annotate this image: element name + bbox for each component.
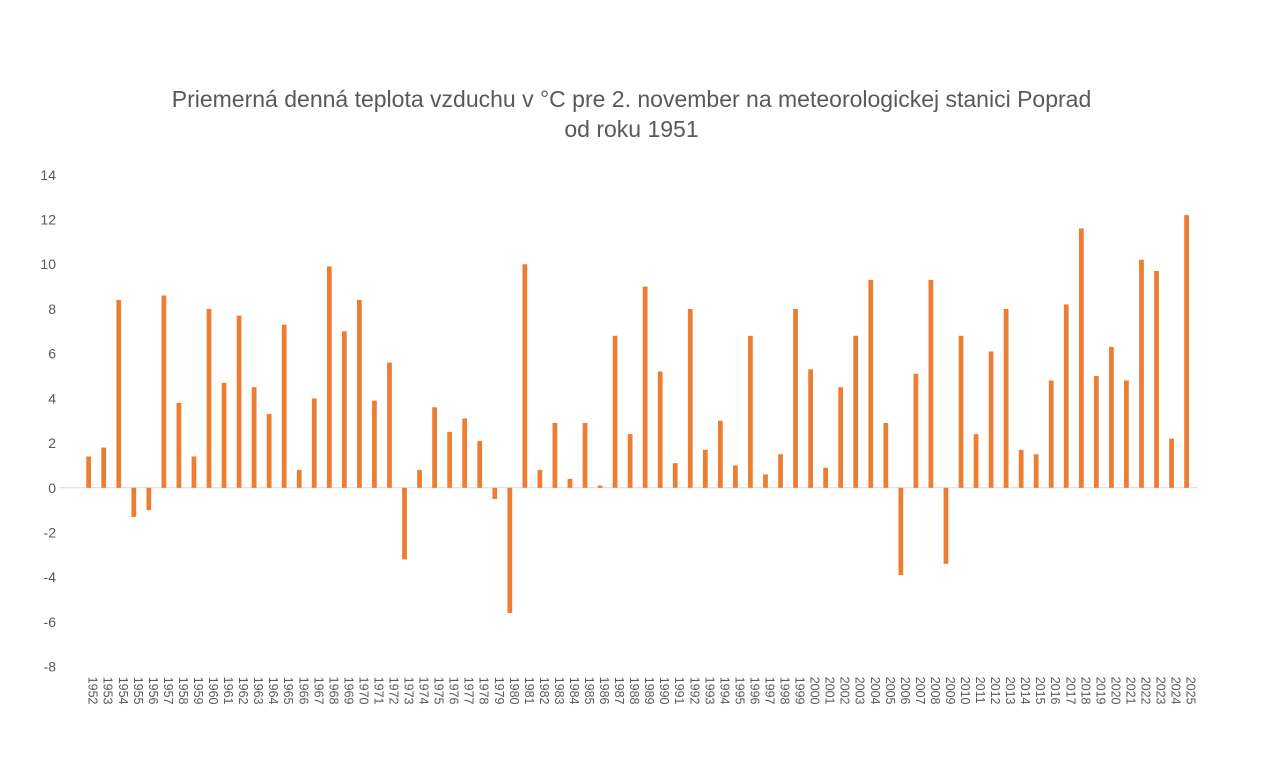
svg-text:2003: 2003 [853,677,867,705]
svg-text:1965: 1965 [281,677,295,705]
svg-text:2002: 2002 [838,677,852,705]
svg-text:2023: 2023 [1154,677,1168,705]
svg-text:1983: 1983 [552,677,566,705]
svg-text:2018: 2018 [1078,677,1092,705]
svg-text:1990: 1990 [657,677,671,705]
svg-text:1964: 1964 [266,677,280,705]
svg-text:1952: 1952 [86,677,100,705]
svg-text:2019: 2019 [1093,677,1107,705]
svg-text:1987: 1987 [612,677,626,705]
svg-text:-2: -2 [44,525,57,541]
svg-text:1953: 1953 [101,677,115,705]
svg-text:1986: 1986 [597,677,611,705]
svg-text:2: 2 [48,435,56,451]
svg-text:14: 14 [40,167,56,183]
svg-text:2020: 2020 [1108,677,1122,705]
svg-text:2016: 2016 [1048,677,1062,705]
svg-text:2012: 2012 [988,677,1002,705]
svg-text:2017: 2017 [1063,677,1077,705]
svg-text:2008: 2008 [928,677,942,705]
svg-text:1981: 1981 [522,677,536,705]
svg-text:0: 0 [48,480,56,496]
svg-text:1970: 1970 [356,677,370,705]
svg-text:2010: 2010 [958,677,972,705]
svg-text:1988: 1988 [627,677,641,705]
svg-text:1991: 1991 [672,677,686,705]
svg-text:1972: 1972 [386,677,400,705]
svg-text:2011: 2011 [973,677,987,704]
svg-text:2006: 2006 [898,677,912,705]
svg-text:1969: 1969 [341,677,355,705]
svg-text:1977: 1977 [462,677,476,705]
svg-text:2025: 2025 [1184,677,1198,705]
svg-text:1956: 1956 [146,677,160,705]
svg-text:1997: 1997 [762,677,776,705]
svg-text:2015: 2015 [1033,677,1047,705]
svg-text:1992: 1992 [687,677,701,705]
svg-text:1961: 1961 [221,677,235,705]
svg-text:1973: 1973 [402,677,416,705]
svg-text:2009: 2009 [943,677,957,705]
svg-text:1999: 1999 [793,677,807,705]
svg-text:8: 8 [48,301,56,317]
svg-text:12: 12 [40,212,56,228]
svg-text:-6: -6 [44,614,57,630]
svg-text:1985: 1985 [582,677,596,705]
svg-text:1993: 1993 [702,677,716,705]
svg-text:1971: 1971 [371,677,385,705]
svg-text:10: 10 [40,256,56,272]
svg-text:1954: 1954 [116,677,130,705]
svg-text:1995: 1995 [732,677,746,705]
svg-text:1979: 1979 [492,677,506,705]
svg-text:1966: 1966 [296,677,310,705]
svg-text:2000: 2000 [808,677,822,705]
svg-text:2005: 2005 [883,677,897,705]
svg-text:2022: 2022 [1138,677,1152,705]
svg-text:-8: -8 [44,659,57,675]
svg-text:1974: 1974 [417,677,431,705]
svg-text:2004: 2004 [868,677,882,705]
svg-text:1976: 1976 [447,677,461,705]
svg-text:1996: 1996 [747,677,761,705]
svg-text:1998: 1998 [778,677,792,705]
svg-text:1957: 1957 [161,677,175,705]
svg-text:1975: 1975 [432,677,446,705]
svg-text:2024: 2024 [1169,677,1183,705]
svg-text:1958: 1958 [176,677,190,705]
svg-text:6: 6 [48,346,56,362]
svg-text:1982: 1982 [537,677,551,705]
svg-text:2001: 2001 [823,677,837,705]
svg-text:1968: 1968 [326,677,340,705]
svg-text:-4: -4 [44,569,57,585]
svg-text:4: 4 [48,390,56,406]
svg-text:2021: 2021 [1123,677,1137,705]
svg-text:2013: 2013 [1003,677,1017,705]
svg-text:2014: 2014 [1018,677,1032,705]
svg-text:1994: 1994 [717,677,731,705]
svg-text:1960: 1960 [206,677,220,705]
svg-text:1984: 1984 [567,677,581,705]
svg-text:1959: 1959 [191,677,205,705]
svg-text:1963: 1963 [251,677,265,705]
svg-text:1962: 1962 [236,677,250,705]
svg-text:1967: 1967 [311,677,325,705]
svg-text:1980: 1980 [507,677,521,705]
svg-text:1955: 1955 [131,677,145,705]
svg-text:1978: 1978 [477,677,491,705]
svg-text:1989: 1989 [642,677,656,705]
svg-text:2007: 2007 [913,677,927,705]
